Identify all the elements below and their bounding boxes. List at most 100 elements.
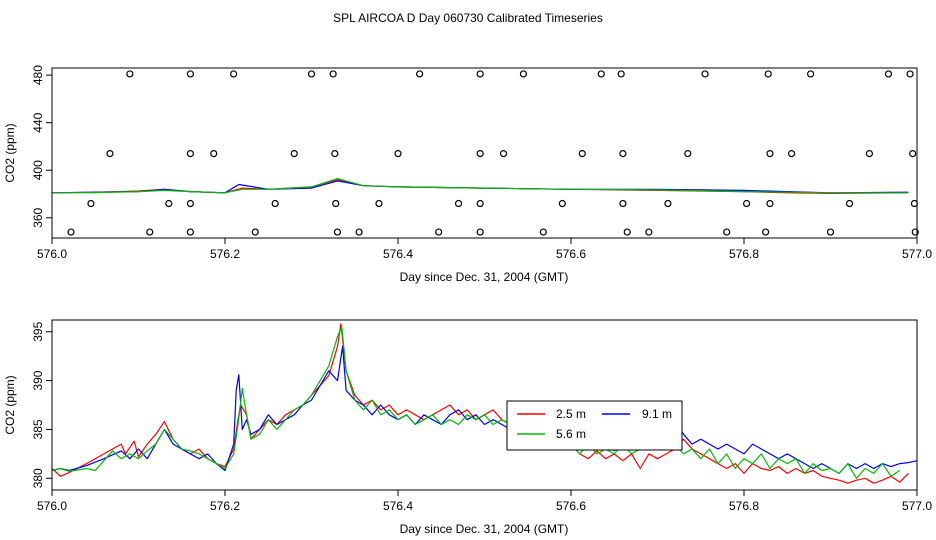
top-data-point — [684, 149, 692, 158]
top-data-point — [67, 228, 75, 236]
top-y-axis: 360 400 440 480 — [31, 65, 52, 228]
top-data-point — [723, 228, 731, 236]
bottom-y-axis-label: CO2 (ppm) — [3, 375, 17, 434]
top-data-point — [906, 70, 914, 78]
top-data-point — [106, 149, 114, 158]
top-data-point — [331, 149, 339, 158]
top-data-point — [416, 70, 424, 78]
top-data-point — [210, 149, 218, 158]
legend-label-9-1m: 9.1 m — [642, 407, 672, 421]
top-data-point — [664, 199, 672, 208]
top-data-point — [742, 199, 751, 208]
top-data-point — [87, 199, 95, 208]
top-data-point — [329, 70, 337, 78]
top-data-point — [394, 149, 402, 158]
top-data-point — [290, 149, 298, 158]
bottom-series-line-9-1-m — [51, 345, 918, 474]
top-data-point — [454, 199, 463, 208]
top-series-layer — [51, 178, 909, 194]
bottom-y-tick-label: 385 — [31, 419, 45, 439]
legend-label-2-5m: 2.5 m — [556, 407, 586, 421]
top-data-point — [701, 70, 709, 78]
legend-box — [506, 400, 683, 451]
top-data-point — [539, 228, 547, 236]
top-data-point — [578, 149, 586, 158]
top-data-point — [186, 199, 194, 208]
top-plot-frame — [51, 67, 918, 239]
top-data-point — [911, 228, 919, 236]
top-data-point — [355, 228, 363, 236]
top-x-tick-label: 576.4 — [383, 247, 413, 261]
top-data-point — [186, 70, 194, 78]
top-x-tick-label: 576.6 — [556, 247, 586, 261]
bottom-x-tick-label: 576.4 — [383, 499, 413, 513]
top-data-point — [146, 228, 154, 236]
top-data-point — [787, 149, 796, 158]
top-data-point — [332, 199, 340, 208]
top-data-point — [766, 149, 774, 158]
bottom-y-tick-label: 395 — [31, 321, 45, 341]
top-data-point — [619, 199, 627, 208]
chart-title: SPL AIRCOA D Day 060730 Calibrated Times… — [333, 11, 603, 25]
top-points-layer — [67, 70, 919, 236]
top-series-line-blue — [51, 180, 909, 194]
top-data-point — [126, 70, 134, 78]
top-x-axis: 576.0 576.2 576.4 576.6 576.8 577.0 — [37, 238, 932, 261]
top-data-point — [519, 70, 528, 78]
top-data-point — [619, 149, 627, 158]
top-data-point — [165, 199, 173, 208]
top-data-point — [597, 70, 605, 78]
bottom-x-axis: 576.0 576.2 576.4 576.6 576.8 577.0 — [37, 490, 932, 513]
top-data-point — [865, 149, 874, 158]
top-data-point — [909, 149, 917, 158]
bottom-panel: 576.0 576.2 576.4 576.6 576.8 577.0 380 385 390… — [3, 319, 932, 536]
top-data-point — [476, 70, 484, 78]
top-data-point — [762, 228, 770, 236]
legend-label-5-6m: 5.6 m — [556, 427, 586, 441]
top-data-point — [435, 228, 443, 236]
bottom-y-tick-label: 390 — [31, 370, 45, 390]
bottom-plot-frame — [51, 319, 918, 491]
top-x-axis-label: Day since Dec. 31, 2004 (GMT) — [400, 270, 569, 284]
top-data-point — [307, 70, 316, 78]
top-panel: 576.0 576.2 576.4 576.6 576.8 577.0 360 400 440… — [3, 65, 932, 284]
top-data-point — [845, 199, 854, 208]
top-data-point — [766, 199, 774, 208]
top-data-point — [826, 228, 835, 236]
bottom-x-axis-label: Day since Dec. 31, 2004 (GMT) — [400, 522, 569, 536]
top-data-point — [645, 228, 653, 236]
top-data-point — [764, 70, 772, 78]
top-y-axis-label: CO2 (ppm) — [3, 123, 17, 182]
top-y-tick-label: 360 — [31, 207, 45, 227]
top-data-point — [558, 199, 566, 208]
bottom-x-tick-label: 576.2 — [210, 499, 240, 513]
bottom-x-tick-label: 577.0 — [902, 499, 932, 513]
top-x-tick-label: 576.0 — [37, 247, 67, 261]
top-data-point — [186, 228, 194, 236]
top-y-tick-label: 400 — [31, 160, 45, 180]
top-y-tick-label: 440 — [31, 112, 45, 132]
top-x-tick-label: 576.2 — [210, 247, 240, 261]
top-x-tick-label: 577.0 — [902, 247, 932, 261]
top-data-point — [375, 199, 383, 208]
top-series-line-green — [51, 178, 909, 194]
top-data-point — [884, 70, 893, 78]
bottom-x-tick-label: 576.8 — [729, 499, 759, 513]
top-y-tick-label: 480 — [31, 65, 45, 85]
top-data-point — [333, 228, 342, 236]
bottom-y-axis: 380 385 390 395 — [31, 321, 52, 488]
bottom-series-layer — [51, 323, 918, 484]
top-data-point — [230, 70, 238, 78]
top-data-point — [251, 228, 259, 236]
top-data-point — [499, 149, 508, 158]
top-data-point — [623, 228, 631, 236]
top-data-point — [617, 70, 625, 78]
bottom-y-tick-label: 380 — [31, 468, 45, 488]
top-data-point — [476, 149, 484, 158]
top-data-point — [476, 228, 484, 236]
bottom-x-tick-label: 576.0 — [37, 499, 67, 513]
bottom-series-line-5-6-m — [51, 326, 901, 479]
top-x-tick-label: 576.8 — [729, 247, 759, 261]
top-data-point — [476, 199, 484, 208]
